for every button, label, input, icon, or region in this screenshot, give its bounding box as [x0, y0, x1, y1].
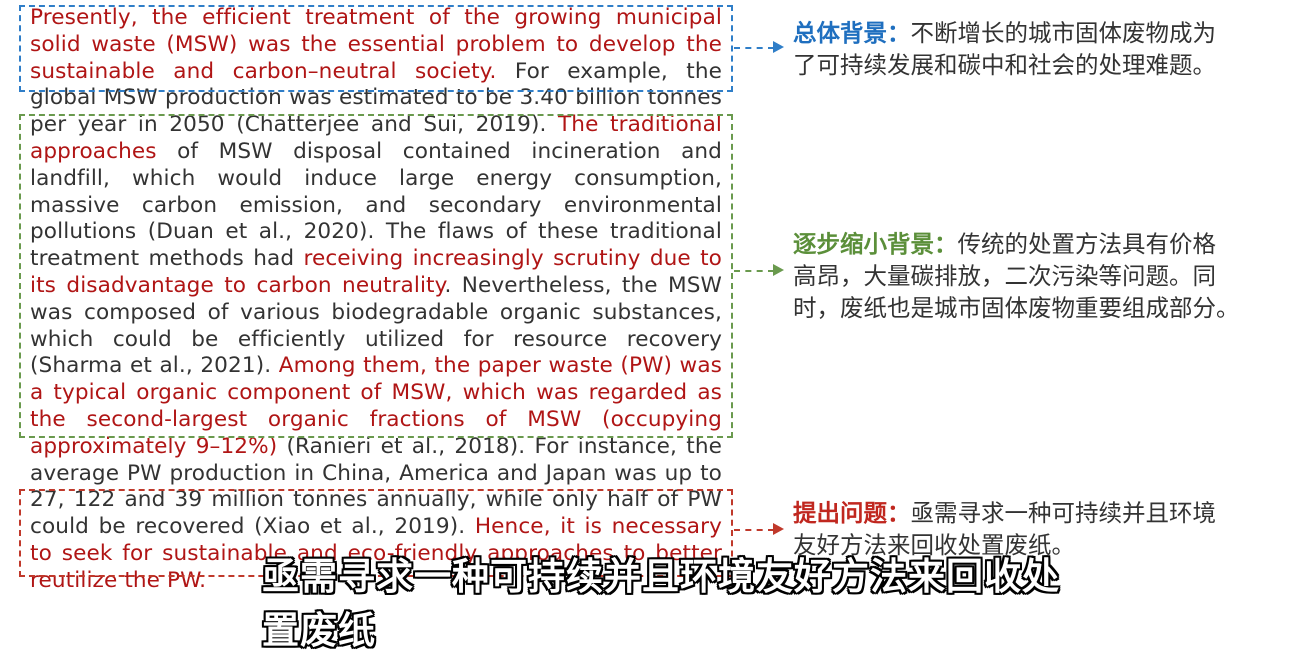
narrowing-annotation: 逐步缩小背景：传统的处置方法具有价格 高昂，大量碳排放，二次污染等问题。同 时，… [793, 228, 1301, 324]
arrow-right-icon [734, 523, 784, 535]
annotation-label: 提出问题 [793, 499, 887, 527]
video-subtitle: 亟需寻求一种可持续并且环境友好方法来回收处置废纸 [262, 555, 1060, 652]
red-highlight-traditional: The traditional approaches [30, 112, 723, 164]
background-highlight-box [19, 5, 733, 92]
annotation-label: 逐步缩小背景 [793, 230, 934, 258]
annotation-separator: ： [934, 230, 958, 258]
problem-highlight-box [19, 489, 733, 577]
narrowing-highlight-box [19, 114, 733, 438]
annotation-separator: ： [887, 19, 911, 47]
annotation-text: 传统的处置方法具有价格 高昂，大量碳排放，二次污染等问题。同 时，废纸也是城市固… [793, 230, 1240, 322]
background-annotation: 总体背景：不断增长的城市固体废物成为 了可持续发展和碳中和社会的处理难题。 [793, 17, 1301, 81]
body-text: . Nevertheless, the MSW was composed of … [30, 272, 722, 379]
paper-paragraph: Presently, the efficient treatment of th… [30, 5, 722, 595]
annotation-label: 总体背景 [793, 19, 887, 47]
red-highlight-scrutiny: receiving increasingly scrutiny due to i… [30, 246, 722, 298]
arrow-right-icon [734, 41, 784, 53]
problem-annotation: 提出问题：亟需寻求一种可持续并且环境 友好方法来回收处置废纸。 [793, 497, 1301, 561]
annotation-text: 亟需寻求一种可持续并且环境 友好方法来回收处置废纸。 [793, 499, 1216, 559]
red-highlight-background: Presently, the efficient treatment of th… [30, 5, 722, 84]
annotation-separator: ： [887, 499, 911, 527]
arrow-right-icon [734, 264, 784, 276]
body-text: For example, the global MSW production w… [30, 58, 722, 138]
body-text: of MSW disposal contained incineration a… [30, 138, 722, 272]
annotation-text: 不断增长的城市固体废物成为 了可持续发展和碳中和社会的处理难题。 [793, 19, 1216, 79]
